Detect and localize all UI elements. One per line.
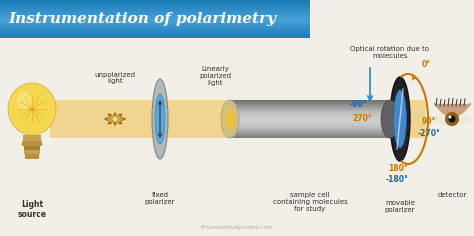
- Ellipse shape: [448, 115, 456, 122]
- Bar: [24, 146, 40, 150]
- Bar: [0, 21, 310, 23]
- Bar: [230, 115, 390, 117]
- Bar: [230, 119, 390, 121]
- Text: -180°: -180°: [386, 175, 409, 184]
- Bar: [0, 33, 310, 34]
- Bar: [230, 128, 390, 131]
- Bar: [0, 15, 310, 17]
- Text: Optical rotation due to
molecules: Optical rotation due to molecules: [350, 46, 429, 59]
- Bar: [0, 4, 310, 5]
- Text: fixed
polarizer: fixed polarizer: [145, 192, 175, 205]
- Bar: [0, 18, 310, 19]
- Bar: [230, 100, 390, 102]
- Text: Priyamedstudycentre.com: Priyamedstudycentre.com: [201, 226, 273, 231]
- Text: unpolarized
light: unpolarized light: [94, 72, 136, 84]
- Text: Linearly
polarized
light: Linearly polarized light: [199, 66, 231, 86]
- Bar: [0, 13, 310, 14]
- Ellipse shape: [390, 77, 410, 161]
- Bar: [0, 10, 310, 11]
- Bar: [0, 29, 310, 30]
- Bar: [23, 135, 41, 141]
- Bar: [0, 25, 310, 27]
- Bar: [0, 3, 310, 4]
- Bar: [230, 102, 390, 104]
- Bar: [0, 32, 310, 33]
- Ellipse shape: [8, 83, 56, 135]
- Bar: [0, 30, 310, 32]
- Bar: [24, 150, 40, 154]
- Bar: [230, 104, 390, 106]
- Bar: [230, 125, 390, 126]
- Bar: [0, 14, 310, 15]
- Bar: [0, 8, 310, 9]
- Text: 270°: 270°: [352, 114, 372, 123]
- Bar: [230, 136, 390, 138]
- Text: 90°: 90°: [422, 117, 436, 126]
- Bar: [230, 106, 390, 108]
- Bar: [22, 141, 42, 146]
- Bar: [0, 0, 310, 1]
- Bar: [0, 11, 310, 13]
- Bar: [0, 9, 310, 10]
- Bar: [230, 131, 390, 132]
- Text: -90°: -90°: [350, 100, 367, 109]
- Text: 0°: 0°: [422, 60, 431, 69]
- Bar: [230, 100, 390, 138]
- Bar: [0, 23, 310, 24]
- Bar: [0, 37, 310, 38]
- Ellipse shape: [445, 112, 459, 126]
- Bar: [0, 28, 310, 29]
- Bar: [230, 111, 390, 113]
- Bar: [0, 34, 310, 35]
- Bar: [230, 121, 390, 123]
- Bar: [0, 24, 310, 25]
- Ellipse shape: [17, 92, 31, 110]
- Ellipse shape: [381, 100, 399, 138]
- Ellipse shape: [152, 79, 168, 159]
- Text: sample cell
containing molecules
for study: sample cell containing molecules for stu…: [273, 192, 347, 212]
- Bar: [0, 6, 310, 8]
- Ellipse shape: [221, 100, 239, 138]
- Ellipse shape: [155, 94, 165, 144]
- Text: movable
polarizer: movable polarizer: [385, 200, 415, 213]
- Text: 180°: 180°: [388, 164, 408, 173]
- Ellipse shape: [448, 115, 452, 118]
- Bar: [230, 134, 390, 136]
- Bar: [230, 132, 390, 134]
- Bar: [0, 20, 310, 21]
- Bar: [230, 113, 390, 115]
- Bar: [230, 126, 390, 128]
- Bar: [0, 19, 310, 20]
- Text: detector: detector: [438, 192, 467, 198]
- Text: -270°: -270°: [418, 129, 441, 138]
- Text: Light
source: Light source: [18, 200, 46, 219]
- Polygon shape: [434, 113, 470, 126]
- Bar: [230, 110, 390, 111]
- Bar: [230, 108, 390, 110]
- Bar: [0, 35, 310, 37]
- Bar: [50, 100, 425, 138]
- Ellipse shape: [225, 109, 235, 130]
- Bar: [230, 117, 390, 119]
- Text: Instrumentation of polarimetry: Instrumentation of polarimetry: [8, 12, 276, 26]
- Bar: [0, 17, 310, 18]
- Ellipse shape: [393, 90, 407, 148]
- Bar: [0, 27, 310, 28]
- Bar: [25, 154, 39, 159]
- Bar: [0, 1, 310, 3]
- Bar: [230, 123, 390, 125]
- Bar: [0, 5, 310, 6]
